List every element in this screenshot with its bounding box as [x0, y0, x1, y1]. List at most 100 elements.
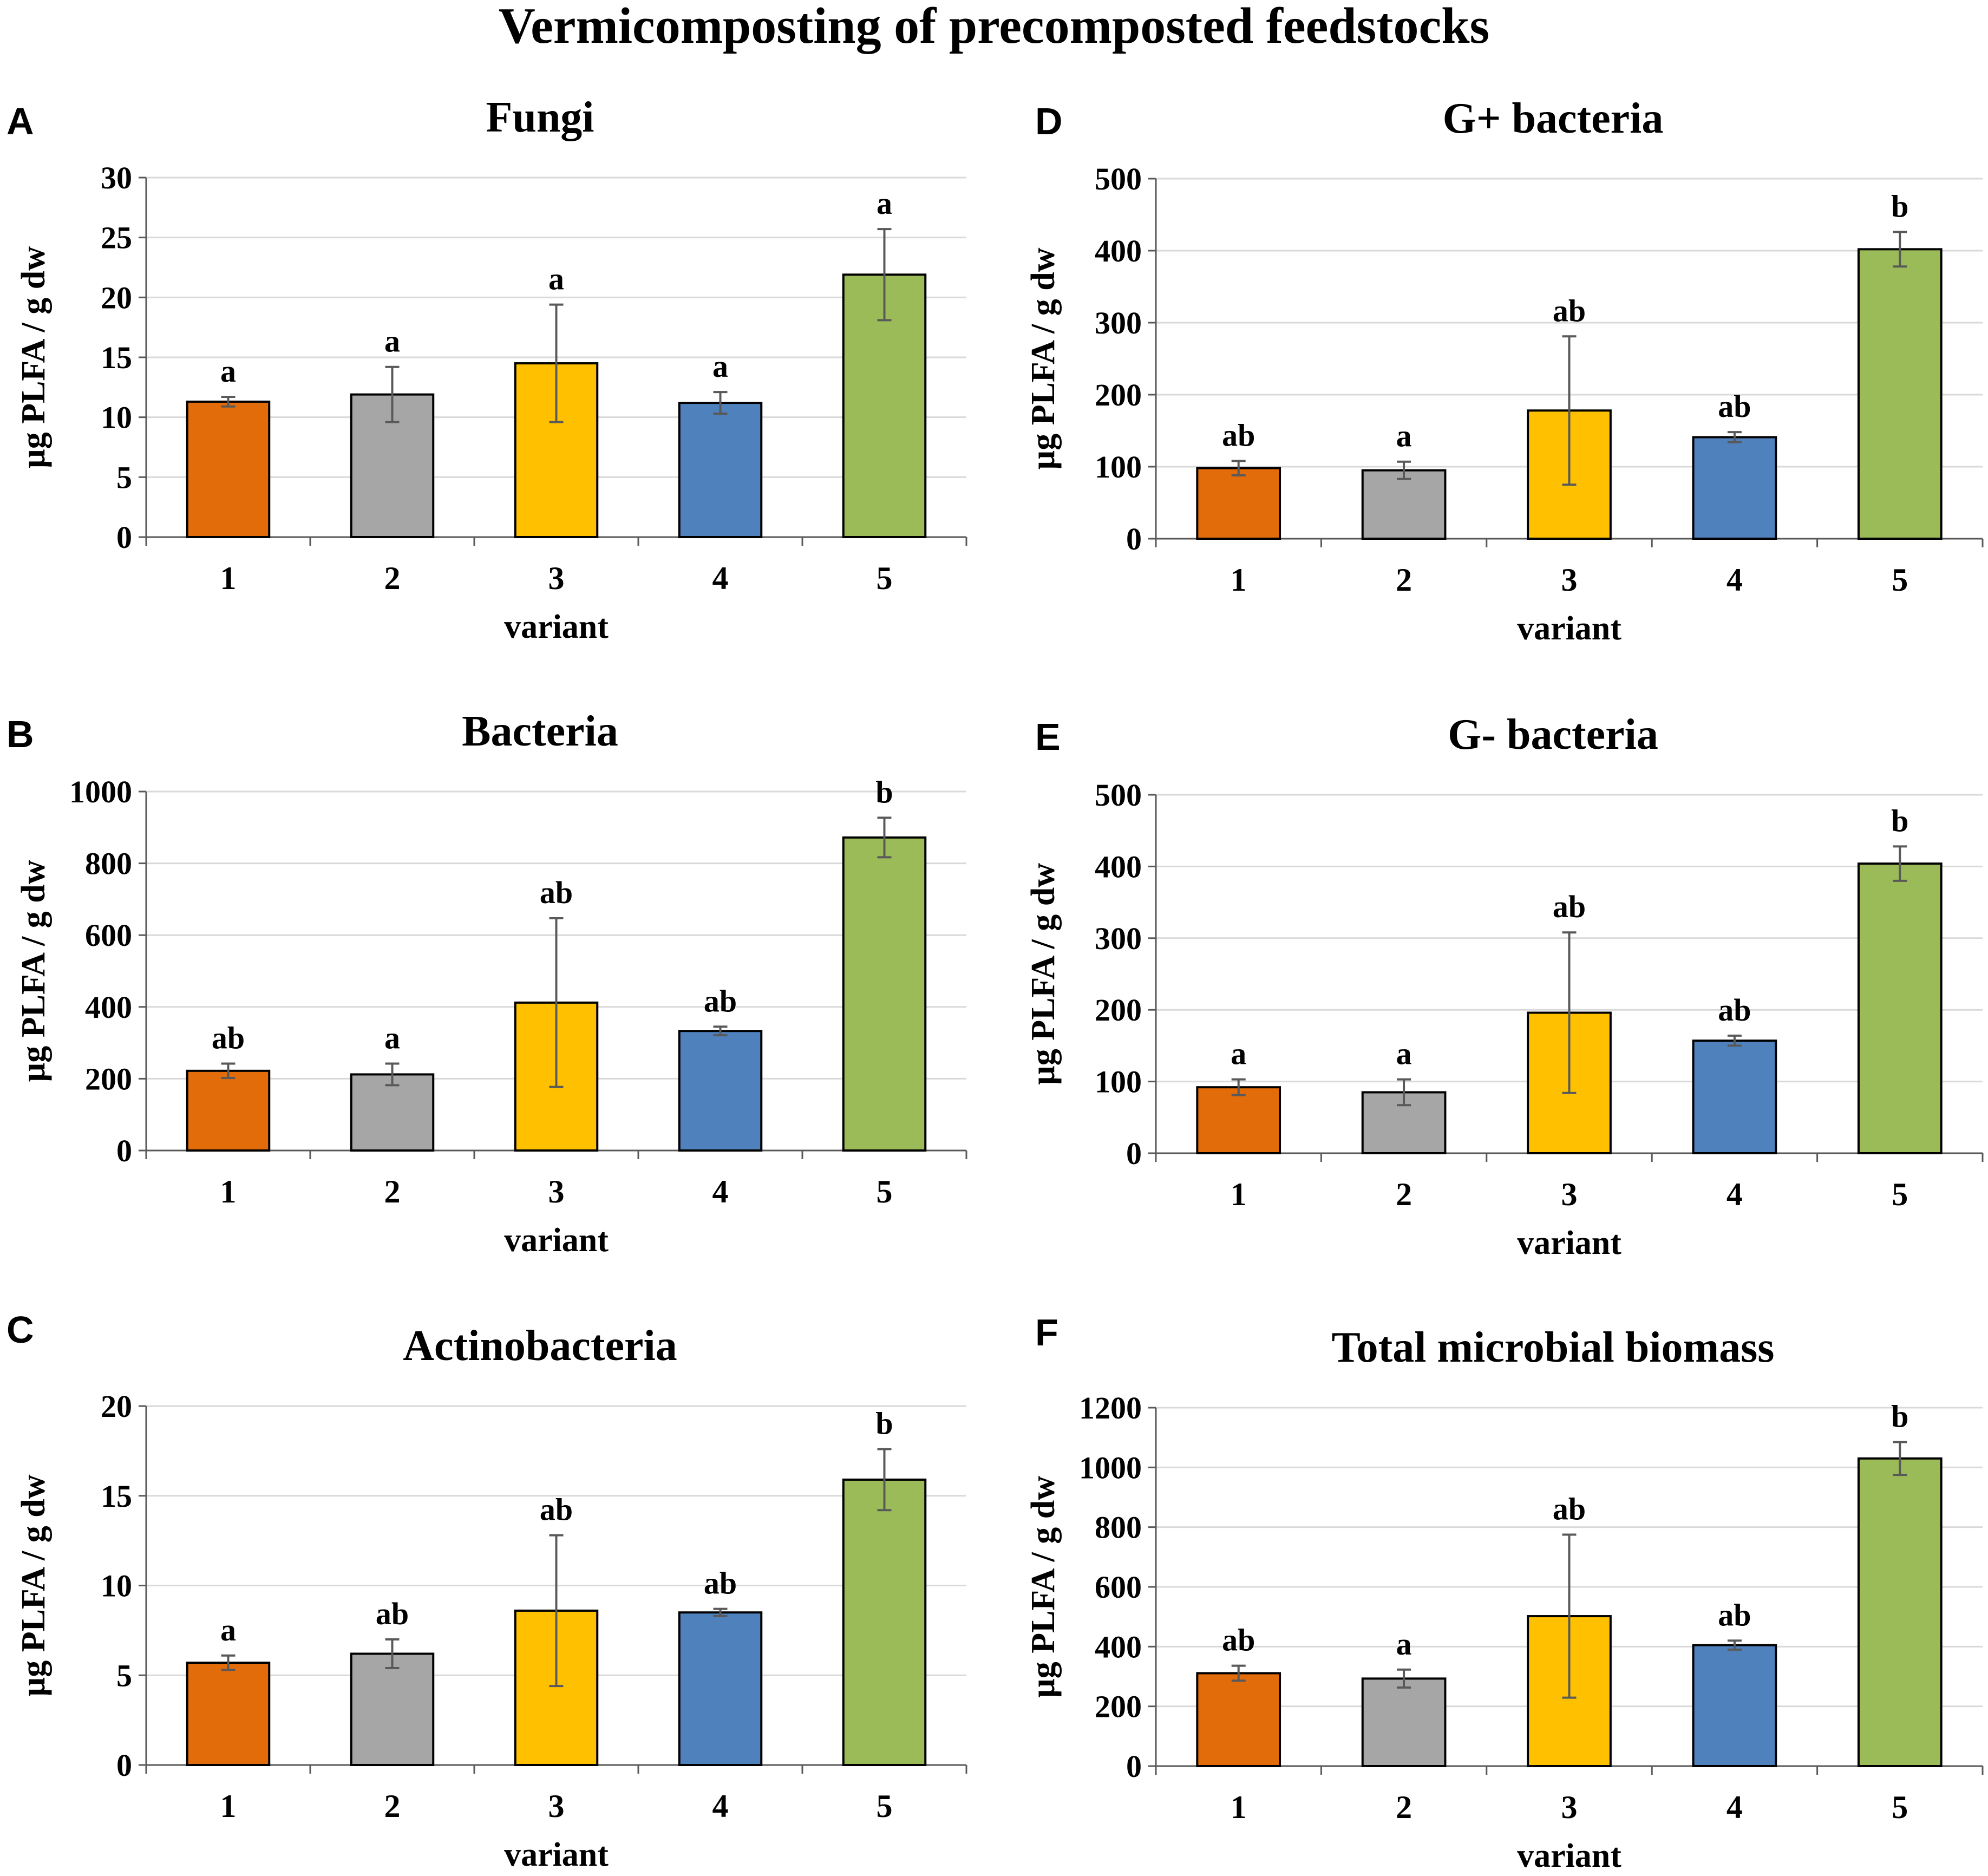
significance-label-f-5: b — [1891, 1398, 1908, 1434]
significance-label-f-2: a — [1396, 1626, 1412, 1662]
x-tick-label-c-2: 2 — [384, 1788, 401, 1824]
y-tick-label-f-5: 1000 — [1079, 1450, 1142, 1485]
significance-label-b-2: a — [384, 1021, 400, 1056]
significance-label-b-4: ab — [704, 983, 737, 1018]
significance-label-e-5: b — [1891, 803, 1908, 838]
y-tick-label-b-2: 400 — [85, 990, 132, 1025]
significance-label-f-3: ab — [1553, 1491, 1586, 1526]
bar-d-4 — [1692, 436, 1777, 540]
panel-letter-b: B — [6, 713, 34, 755]
x-tick-label-d-4: 4 — [1727, 562, 1743, 598]
x-axis-label-d: variant — [1517, 610, 1621, 647]
significance-label-b-3: ab — [540, 875, 573, 910]
y-tick-label-f-4: 800 — [1095, 1510, 1142, 1545]
panel-title-d: G+ bacteria — [1443, 95, 1664, 142]
x-axis-label-c: variant — [504, 1836, 609, 1873]
panel-letter-d: D — [1035, 100, 1063, 142]
significance-label-a-5: a — [877, 186, 892, 221]
x-tick-label-d-2: 2 — [1396, 562, 1412, 598]
y-axis-label-f: µg PLFA / g dw — [1025, 1476, 1062, 1698]
x-tick-label-e-2: 2 — [1396, 1176, 1412, 1212]
x-tick-label-a-2: 2 — [384, 560, 401, 596]
y-tick-label-d-4: 400 — [1095, 233, 1142, 269]
y-tick-label-b-0: 0 — [116, 1133, 132, 1168]
bar-f-4 — [1692, 1644, 1777, 1767]
x-tick-label-f-5: 5 — [1892, 1789, 1908, 1825]
x-tick-label-a-1: 1 — [220, 560, 237, 596]
x-tick-label-f-1: 1 — [1231, 1789, 1247, 1825]
y-tick-label-a-5: 25 — [101, 220, 132, 256]
significance-label-d-1: ab — [1222, 417, 1255, 453]
y-axis-label-b: µg PLFA / g dw — [15, 860, 52, 1082]
panel-title-c: Actinobacteria — [403, 1322, 677, 1370]
significance-label-c-5: b — [875, 1406, 893, 1441]
significance-label-e-4: ab — [1718, 992, 1751, 1028]
y-tick-label-e-1: 100 — [1095, 1064, 1142, 1100]
significance-label-a-1: a — [220, 354, 236, 389]
y-tick-label-c-4: 20 — [101, 1389, 132, 1424]
figure-title: Vermicomposting of precomposted feedstoc… — [498, 0, 1490, 54]
x-axis-label-a: variant — [504, 609, 609, 645]
significance-label-d-3: ab — [1553, 293, 1586, 328]
significance-label-c-3: ab — [540, 1492, 573, 1527]
panel-letter-f: F — [1035, 1311, 1058, 1354]
significance-label-e-2: a — [1396, 1036, 1412, 1071]
y-tick-label-d-2: 200 — [1095, 377, 1142, 413]
panel-title-e: G- bacteria — [1448, 711, 1658, 759]
x-tick-label-f-3: 3 — [1561, 1789, 1578, 1825]
x-tick-label-b-2: 2 — [384, 1174, 401, 1210]
y-tick-label-e-3: 300 — [1095, 921, 1142, 956]
y-tick-label-e-2: 200 — [1095, 992, 1142, 1028]
y-axis-label-c: µg PLFA / g dw — [15, 1474, 52, 1696]
y-tick-label-c-1: 5 — [116, 1658, 132, 1693]
y-tick-label-c-3: 15 — [101, 1479, 132, 1514]
significance-label-c-1: a — [220, 1612, 236, 1648]
bar-c-4 — [678, 1611, 763, 1767]
x-tick-label-d-3: 3 — [1561, 562, 1578, 598]
bar-b-4 — [678, 1030, 763, 1152]
y-tick-label-f-2: 400 — [1095, 1629, 1142, 1664]
bar-d-1 — [1196, 467, 1281, 540]
y-tick-label-e-5: 500 — [1095, 777, 1142, 813]
y-tick-label-a-2: 10 — [101, 400, 132, 435]
y-tick-label-f-6: 1200 — [1079, 1390, 1142, 1426]
bar-d-2 — [1361, 469, 1447, 540]
bar-e-4 — [1692, 1040, 1777, 1154]
x-axis-label-b: variant — [504, 1222, 609, 1259]
x-tick-label-a-5: 5 — [877, 560, 893, 596]
x-tick-label-b-1: 1 — [220, 1174, 237, 1210]
y-tick-label-f-3: 600 — [1095, 1570, 1142, 1605]
x-tick-label-c-3: 3 — [548, 1788, 565, 1824]
y-tick-label-a-6: 30 — [101, 160, 132, 195]
x-axis-label-e: variant — [1517, 1225, 1621, 1261]
y-tick-label-d-3: 300 — [1095, 305, 1142, 341]
bar-f-2 — [1361, 1677, 1447, 1767]
bar-e-1 — [1196, 1086, 1281, 1155]
y-tick-label-f-0: 0 — [1126, 1749, 1142, 1784]
x-tick-label-e-4: 4 — [1727, 1176, 1743, 1212]
y-tick-label-d-5: 500 — [1095, 161, 1142, 197]
y-tick-label-a-1: 5 — [116, 460, 132, 495]
y-axis-label-e: µg PLFA / g dw — [1025, 863, 1062, 1085]
y-tick-label-f-1: 200 — [1095, 1689, 1142, 1724]
panel-letter-e: E — [1035, 716, 1061, 758]
bar-a-1 — [186, 400, 271, 538]
bar-e-5 — [1857, 862, 1943, 1154]
y-tick-label-e-0: 0 — [1126, 1136, 1142, 1171]
bar-d-5 — [1857, 248, 1943, 540]
y-tick-label-c-0: 0 — [116, 1748, 132, 1783]
y-tick-label-b-5: 1000 — [69, 774, 132, 809]
panel-letter-c: C — [6, 1309, 34, 1351]
y-tick-label-d-0: 0 — [1126, 521, 1142, 557]
bar-b-2 — [350, 1073, 435, 1152]
panel-title-b: Bacteria — [462, 708, 618, 755]
panel-title-a: Fungi — [486, 94, 594, 141]
significance-label-d-4: ab — [1718, 389, 1751, 424]
panel-title-f: Total microbial biomass — [1332, 1324, 1775, 1371]
significance-label-f-4: ab — [1718, 1597, 1751, 1632]
x-tick-label-d-5: 5 — [1892, 562, 1908, 598]
significance-label-e-1: a — [1231, 1036, 1246, 1071]
x-tick-label-e-5: 5 — [1892, 1176, 1908, 1212]
y-tick-label-a-4: 20 — [101, 280, 132, 315]
x-axis-label-f: variant — [1517, 1838, 1621, 1874]
